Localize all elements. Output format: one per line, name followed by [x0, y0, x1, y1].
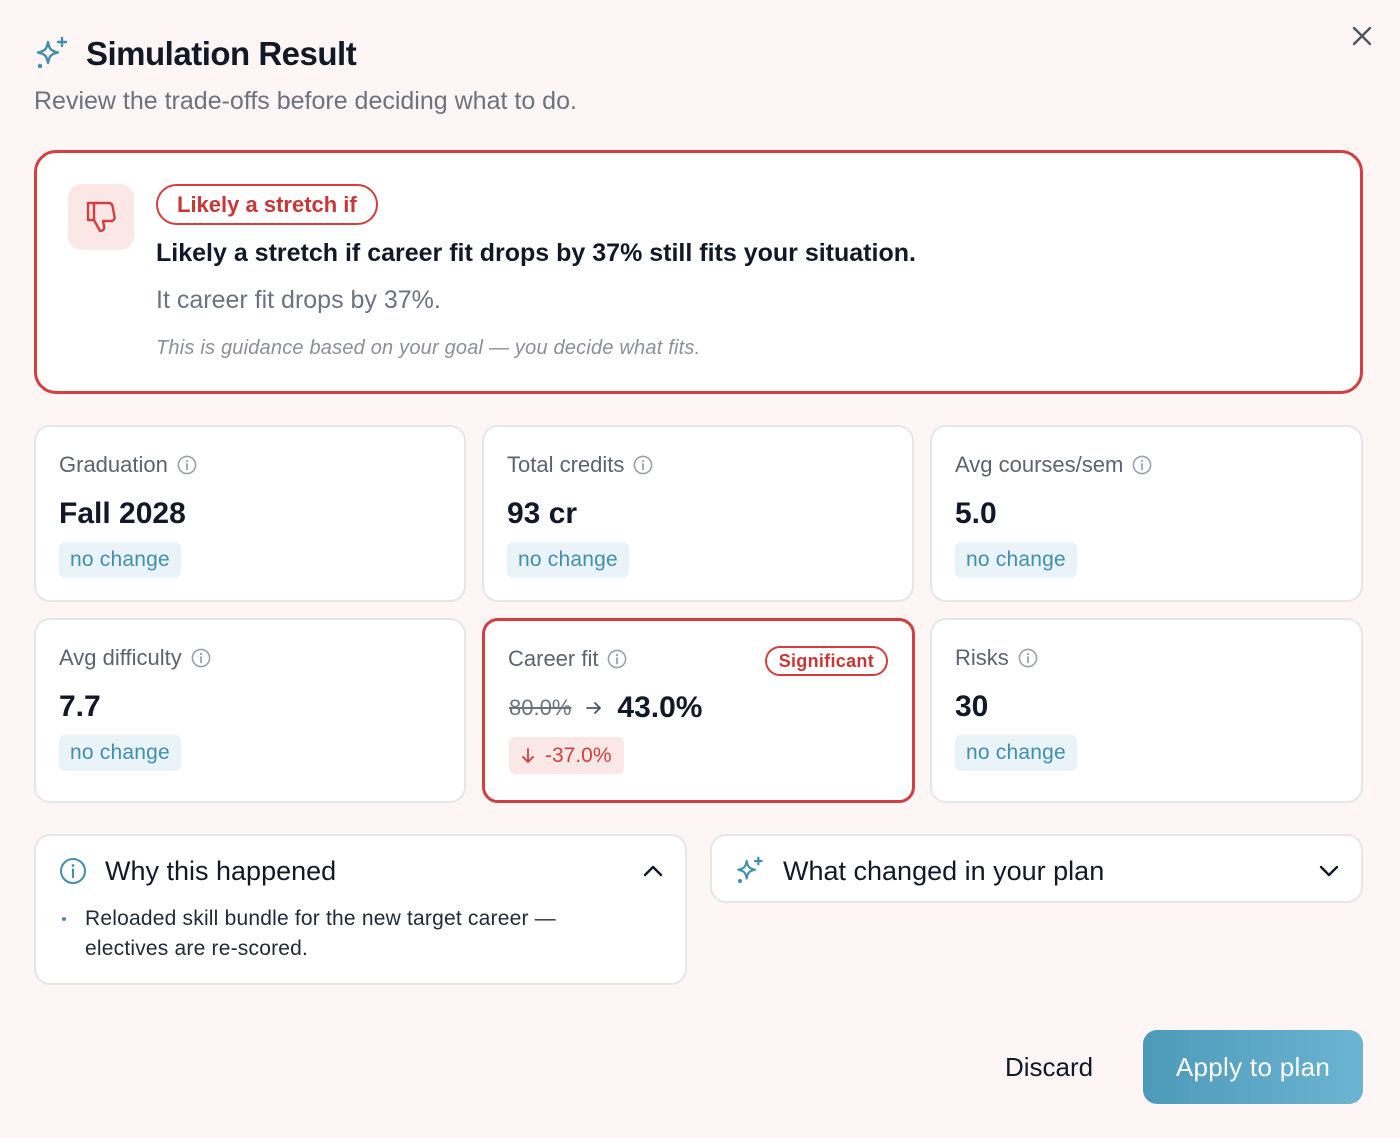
info-icon[interactable]	[633, 455, 653, 475]
delta-chip: -37.0%	[509, 737, 624, 774]
info-icon[interactable]	[1018, 648, 1038, 668]
new-value: 43.0%	[617, 691, 703, 724]
chevron-up-icon	[643, 865, 663, 877]
why-this-happened-toggle[interactable]: Why this happened	[59, 853, 663, 889]
delta-value: -37.0%	[545, 743, 612, 767]
verdict-card: Likely a stretch if Likely a stretch if …	[34, 150, 1363, 394]
info-icon	[60, 858, 86, 884]
discard-button[interactable]: Discard	[1005, 1051, 1094, 1082]
chevron-down-icon	[1319, 865, 1339, 877]
verdict-icon-tile	[68, 184, 134, 250]
what-changed-toggle[interactable]: What changed in your plan	[735, 853, 1339, 889]
why-this-happened-panel: Why this happened Reloaded skill bundle …	[34, 834, 687, 985]
thumbs-down-icon	[86, 201, 116, 233]
metric-card-career-fit: Career fit Significant 80.0% 43.0% -37.0…	[482, 618, 915, 803]
metric-value: 7.7	[59, 690, 101, 723]
dialog-header: Simulation Result	[34, 34, 357, 74]
no-change-chip: no change	[59, 735, 181, 771]
no-change-chip: no change	[59, 542, 181, 578]
no-change-chip: no change	[955, 735, 1077, 771]
verdict-pill: Likely a stretch if	[156, 184, 378, 225]
info-icon[interactable]	[191, 648, 211, 668]
info-icon[interactable]	[1132, 455, 1152, 475]
no-change-chip: no change	[955, 542, 1077, 578]
metric-label-text: Career fit	[508, 646, 599, 671]
metric-value: Fall 2028	[59, 497, 186, 530]
metric-card-total-credits: Total credits 93 cr no change	[482, 425, 914, 602]
metric-card-graduation: Graduation Fall 2028 no change	[34, 425, 466, 602]
sparkles-icon	[737, 856, 763, 883]
close-button[interactable]	[1346, 20, 1378, 52]
dialog-title: Simulation Result	[86, 35, 357, 72]
verdict-detail: It career fit drops by 37%.	[156, 286, 441, 314]
metric-label-text: Risks	[955, 645, 1009, 670]
arrow-down-icon	[522, 747, 534, 763]
apply-to-plan-button[interactable]: Apply to plan	[1143, 1030, 1363, 1104]
metric-label: Avg difficulty	[59, 645, 211, 671]
metric-label: Career fit	[508, 646, 627, 672]
old-value: 80.0%	[509, 695, 572, 720]
metric-label-text: Graduation	[59, 452, 168, 477]
metric-card-avg-difficulty: Avg difficulty 7.7 no change	[34, 618, 466, 803]
close-icon	[1352, 26, 1372, 46]
metric-label: Graduation	[59, 452, 197, 478]
metric-card-avg-courses: Avg courses/sem 5.0 no change	[930, 425, 1363, 602]
verdict-headline: Likely a stretch if career fit drops by …	[156, 239, 916, 267]
metric-value: 30	[955, 690, 989, 723]
what-changed-panel: What changed in your plan	[710, 834, 1363, 903]
metric-value: 93 cr	[507, 497, 578, 530]
info-icon[interactable]	[177, 455, 197, 475]
arrow-right-icon	[586, 702, 602, 714]
list-item: Reloaded skill bundle for the new target…	[60, 904, 620, 964]
metric-label: Total credits	[507, 452, 653, 478]
info-icon[interactable]	[607, 649, 627, 669]
metric-label-text: Avg courses/sem	[955, 452, 1124, 477]
what-changed-title: What changed in your plan	[783, 855, 1105, 886]
metric-label: Avg courses/sem	[955, 452, 1152, 478]
metric-label-text: Total credits	[507, 452, 625, 477]
why-list: Reloaded skill bundle for the new target…	[60, 904, 620, 964]
value-change-row: 80.0% 43.0%	[509, 691, 702, 725]
metric-card-risks: Risks 30 no change	[930, 618, 1363, 803]
why-title: Why this happened	[105, 855, 337, 886]
no-change-chip: no change	[507, 542, 629, 578]
sparkles-icon	[36, 36, 68, 69]
dialog-subtitle: Review the trade-offs before deciding wh…	[34, 87, 577, 115]
significant-badge: Significant	[764, 646, 888, 676]
verdict-note: This is guidance based on your goal — yo…	[156, 337, 701, 359]
metric-label-text: Avg difficulty	[59, 645, 182, 670]
metric-value: 5.0	[955, 497, 997, 530]
metric-label: Risks	[955, 645, 1038, 671]
